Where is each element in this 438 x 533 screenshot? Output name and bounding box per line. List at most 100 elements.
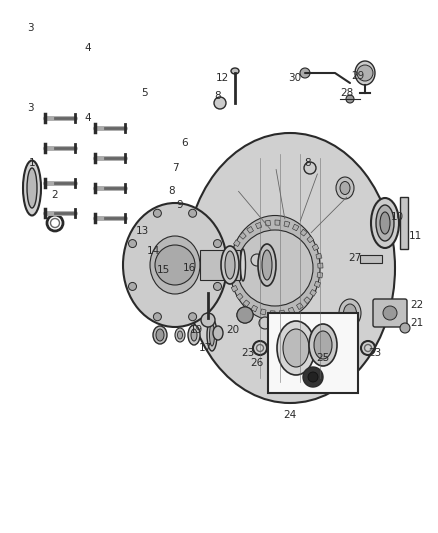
Ellipse shape: [277, 321, 315, 375]
Polygon shape: [227, 258, 233, 263]
Polygon shape: [255, 222, 262, 229]
Polygon shape: [317, 272, 323, 278]
Ellipse shape: [230, 215, 320, 320]
Polygon shape: [284, 221, 290, 227]
Polygon shape: [275, 220, 280, 225]
Polygon shape: [307, 236, 314, 243]
Text: 13: 13: [135, 226, 148, 236]
Ellipse shape: [371, 198, 399, 248]
Polygon shape: [239, 232, 246, 239]
Text: 21: 21: [410, 318, 424, 328]
Ellipse shape: [314, 331, 332, 359]
Ellipse shape: [207, 319, 217, 351]
Ellipse shape: [23, 160, 41, 215]
Circle shape: [153, 209, 161, 217]
Polygon shape: [231, 286, 238, 292]
Polygon shape: [233, 240, 240, 246]
Text: 16: 16: [182, 263, 196, 273]
Polygon shape: [293, 224, 299, 231]
Text: 20: 20: [226, 325, 240, 335]
Polygon shape: [279, 310, 285, 316]
Text: 22: 22: [410, 300, 424, 310]
Ellipse shape: [221, 246, 239, 284]
Circle shape: [189, 313, 197, 321]
Circle shape: [400, 323, 410, 333]
Ellipse shape: [240, 249, 246, 281]
Polygon shape: [236, 293, 243, 300]
Text: 25: 25: [316, 353, 330, 363]
Text: 7: 7: [172, 163, 178, 173]
Ellipse shape: [336, 177, 354, 199]
Bar: [400, 197, 408, 249]
Text: 3: 3: [27, 103, 33, 113]
Circle shape: [155, 245, 195, 285]
Text: 4: 4: [85, 113, 91, 123]
Circle shape: [214, 97, 226, 109]
Ellipse shape: [355, 61, 375, 85]
Ellipse shape: [376, 205, 394, 241]
Ellipse shape: [380, 212, 390, 234]
Polygon shape: [304, 297, 311, 304]
Ellipse shape: [27, 168, 37, 208]
Polygon shape: [251, 305, 258, 312]
Circle shape: [213, 282, 222, 290]
Text: 8: 8: [169, 186, 175, 196]
Polygon shape: [260, 309, 266, 315]
Circle shape: [153, 313, 161, 321]
Circle shape: [128, 282, 137, 290]
Polygon shape: [270, 311, 275, 316]
Ellipse shape: [188, 325, 200, 345]
Text: 19: 19: [189, 325, 203, 335]
Ellipse shape: [175, 328, 185, 342]
Ellipse shape: [339, 299, 361, 327]
Ellipse shape: [156, 329, 164, 341]
Polygon shape: [297, 303, 303, 310]
Bar: [360, 255, 382, 263]
Circle shape: [303, 367, 323, 387]
Circle shape: [237, 307, 253, 323]
Text: 12: 12: [215, 73, 229, 83]
Polygon shape: [300, 229, 307, 236]
Ellipse shape: [340, 182, 350, 195]
Ellipse shape: [150, 236, 200, 294]
Text: 8: 8: [215, 91, 221, 101]
Polygon shape: [265, 220, 271, 226]
Polygon shape: [312, 244, 319, 251]
Ellipse shape: [237, 307, 253, 323]
FancyBboxPatch shape: [373, 299, 407, 327]
Ellipse shape: [225, 251, 235, 279]
Text: 26: 26: [251, 358, 264, 368]
Circle shape: [300, 68, 310, 78]
Text: 10: 10: [390, 212, 403, 222]
Text: 27: 27: [348, 253, 362, 263]
Ellipse shape: [231, 68, 239, 74]
Circle shape: [304, 162, 316, 174]
Text: 2: 2: [52, 190, 58, 200]
Text: 23: 23: [368, 348, 381, 358]
Polygon shape: [230, 248, 236, 255]
Text: 15: 15: [156, 265, 170, 275]
Text: 11: 11: [408, 231, 422, 241]
Polygon shape: [288, 308, 294, 313]
Circle shape: [251, 254, 263, 266]
Ellipse shape: [258, 244, 276, 286]
Text: 30: 30: [289, 73, 301, 83]
Text: 28: 28: [340, 88, 353, 98]
Circle shape: [346, 95, 354, 103]
Ellipse shape: [283, 329, 309, 367]
Ellipse shape: [343, 304, 357, 322]
Ellipse shape: [309, 324, 337, 366]
Ellipse shape: [191, 329, 197, 341]
Text: 3: 3: [27, 23, 33, 33]
Ellipse shape: [177, 331, 183, 339]
Bar: [200, 250, 240, 280]
Polygon shape: [316, 253, 322, 259]
Text: 8: 8: [305, 158, 311, 168]
Bar: [268, 313, 358, 393]
Ellipse shape: [185, 133, 395, 403]
Ellipse shape: [123, 203, 227, 327]
Text: 24: 24: [283, 410, 297, 420]
Ellipse shape: [153, 326, 167, 344]
Text: 4: 4: [85, 43, 91, 53]
Circle shape: [308, 372, 318, 382]
